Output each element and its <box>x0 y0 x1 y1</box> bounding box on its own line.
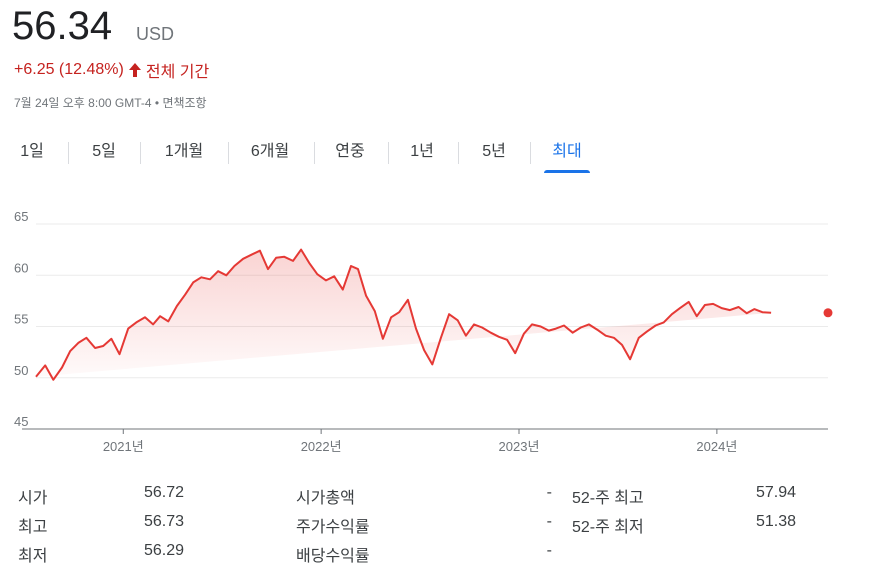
stat-div-label: 배당수익률 <box>296 548 370 565</box>
tab-divider <box>228 142 229 164</box>
stat-52w-low-value: 51.38 <box>755 513 796 530</box>
stat-open-label: 시가 <box>18 490 48 507</box>
x-tick-label: 2024년 <box>696 439 737 454</box>
x-tick-label: 2021년 <box>103 439 144 454</box>
stat-low-value: 56.29 <box>143 542 184 559</box>
tab-6m[interactable]: 6개월 <box>250 143 290 160</box>
stat-open-value: 56.72 <box>143 484 184 501</box>
y-tick-label: 45 <box>14 414 28 429</box>
tab-max[interactable]: 최대 <box>544 134 590 173</box>
price-area <box>36 249 772 380</box>
period-label: 전체 기간 <box>145 64 210 81</box>
stat-52w-low-label: 52-주 최저 <box>572 519 644 536</box>
y-tick-label: 50 <box>14 363 28 378</box>
last-price-dot <box>823 308 833 318</box>
stat-high-label: 최고 <box>18 519 48 536</box>
tab-divider <box>140 142 141 164</box>
tab-5y[interactable]: 5년 <box>482 143 506 160</box>
currency-label: USD <box>136 24 175 44</box>
meta-separator: • <box>154 96 160 110</box>
tab-1m[interactable]: 1개월 <box>164 143 204 160</box>
stat-low-label: 최저 <box>18 548 48 565</box>
change-value: +6.25 (12.48%) <box>14 61 124 78</box>
tab-divider <box>388 142 389 164</box>
y-tick-label: 65 <box>14 209 28 224</box>
tab-divider <box>530 142 531 164</box>
price-change: +6.25 (12.48%) 전체 기간 <box>14 58 209 82</box>
quote-meta: 7월 24일 오후 8:00 GMT-4 • 면책조항 <box>14 94 207 111</box>
stat-52w-high-label: 52-주 최고 <box>572 490 644 507</box>
stat-pe-label: 주가수익률 <box>296 519 370 536</box>
tab-divider <box>314 142 315 164</box>
stat-high-value: 56.73 <box>143 513 184 530</box>
disclaimer-link[interactable]: 면책조항 <box>162 96 207 110</box>
tab-1y[interactable]: 1년 <box>410 143 434 160</box>
x-tick-label: 2022년 <box>301 439 342 454</box>
stat-52w-high-value: 57.94 <box>755 484 796 501</box>
tab-1d[interactable]: 1일 <box>20 143 44 160</box>
stat-pe-value: - <box>546 513 552 530</box>
tab-divider <box>68 142 69 164</box>
tab-5d[interactable]: 5일 <box>92 143 116 160</box>
x-tick-label: 2023년 <box>499 439 540 454</box>
tab-divider <box>458 142 459 164</box>
price-chart[interactable]: 45 50 55 60 65 2021년 2022년 2023년 2024년 <box>0 200 874 465</box>
y-tick-label: 55 <box>14 312 28 327</box>
stat-div-value: - <box>546 542 552 559</box>
active-tab-indicator <box>544 170 590 173</box>
price-line <box>35 248 772 381</box>
current-price: 56.34 <box>12 4 113 48</box>
arrow-up-icon <box>128 62 142 78</box>
y-tick-label: 60 <box>14 260 28 275</box>
stat-mktcap-label: 시가총액 <box>296 490 355 507</box>
quote-timestamp: 7월 24일 오후 8:00 GMT-4 <box>14 96 152 110</box>
tab-ytd[interactable]: 연중 <box>335 143 365 160</box>
range-tabs: 1일 5일 1개월 6개월 연중 1년 5년 최대 <box>0 134 874 174</box>
stat-mktcap-value: - <box>546 484 552 501</box>
